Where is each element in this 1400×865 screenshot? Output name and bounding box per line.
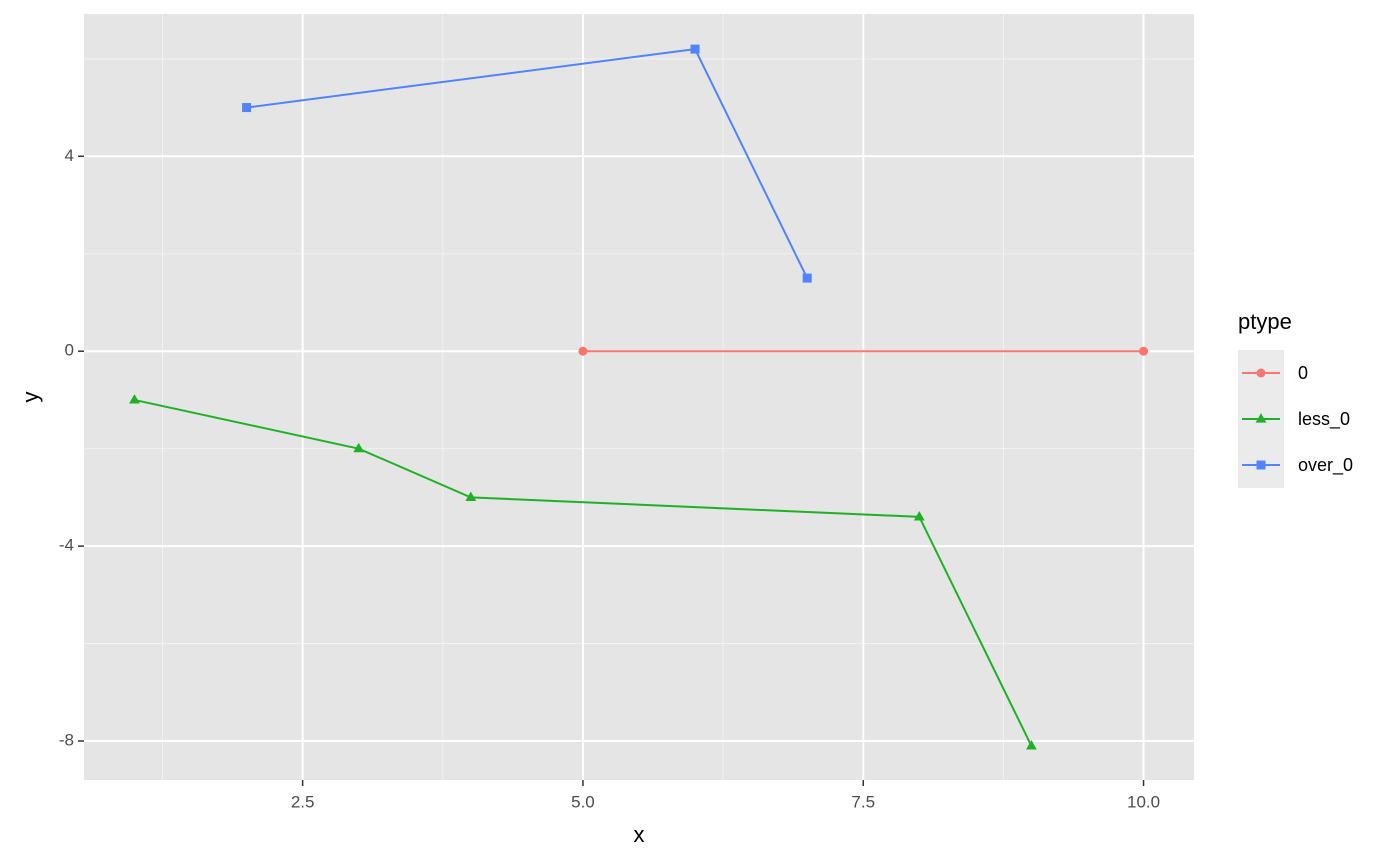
- x-tick-label: 5.0: [571, 792, 595, 811]
- legend-label: over_0: [1298, 455, 1353, 476]
- legend-marker: [1256, 460, 1266, 470]
- y-axis-title: y: [18, 392, 43, 403]
- x-tick-label: 2.5: [291, 792, 315, 811]
- point: [1026, 740, 1037, 750]
- point: [1139, 346, 1149, 356]
- x-axis-title: x: [634, 822, 645, 847]
- x-tick-label: 10.0: [1127, 792, 1160, 811]
- point: [353, 442, 365, 453]
- point: [690, 44, 700, 54]
- x-tick-label: 7.5: [851, 792, 875, 811]
- point: [129, 394, 140, 404]
- legend-marker: [1255, 413, 1267, 423]
- legend-label: 0: [1298, 363, 1308, 383]
- legend-title: ptype: [1238, 309, 1292, 334]
- point: [913, 511, 925, 521]
- legend-marker: [1256, 368, 1266, 378]
- point: [242, 103, 252, 113]
- legend-label: less_0: [1298, 409, 1350, 430]
- point: [578, 346, 588, 356]
- point: [465, 491, 477, 501]
- y-tick-label: -4: [59, 536, 74, 555]
- panel: [84, 14, 1194, 780]
- y-tick-label: -8: [59, 731, 74, 750]
- y-tick-label: 0: [65, 341, 74, 360]
- point: [802, 273, 812, 283]
- y-tick-label: 4: [65, 146, 74, 165]
